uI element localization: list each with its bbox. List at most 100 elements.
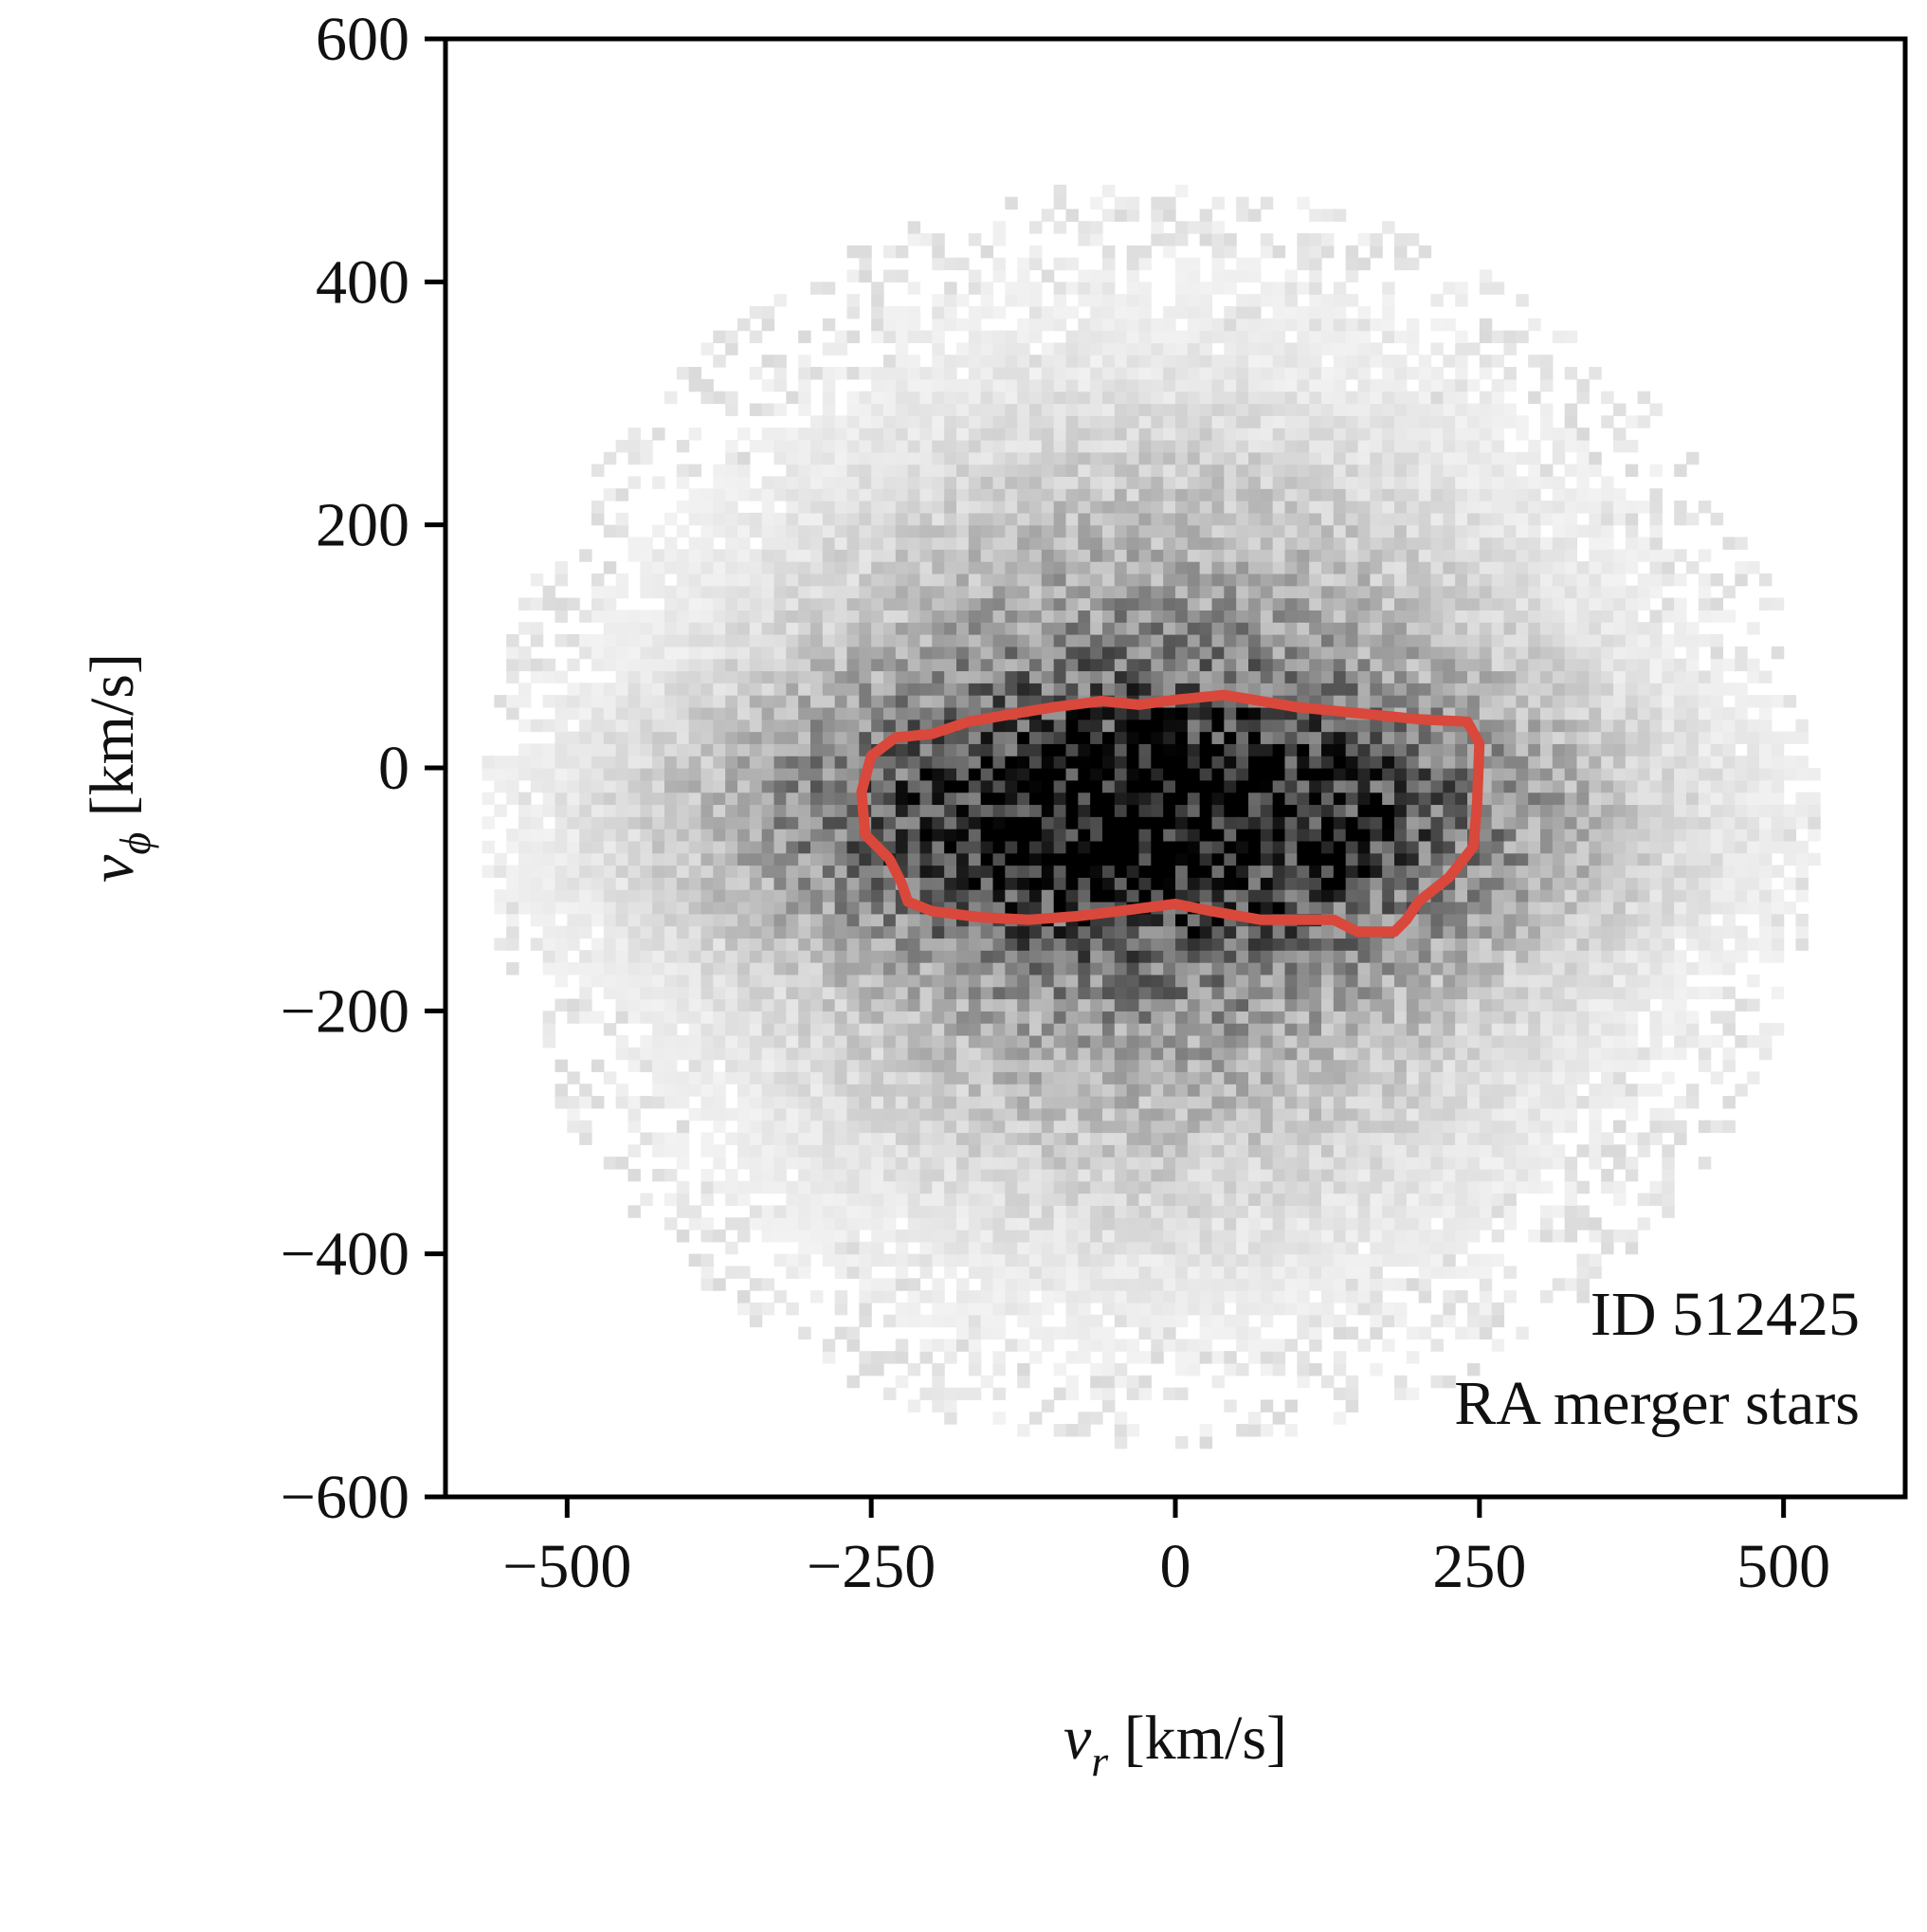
histogram-bin [1090, 342, 1103, 355]
histogram-bin [1041, 1230, 1055, 1243]
histogram-bin [1005, 561, 1018, 574]
histogram-bin [506, 634, 519, 647]
histogram-bin [1297, 305, 1310, 319]
histogram-bin [1297, 1144, 1310, 1157]
histogram-bin [956, 743, 970, 756]
histogram-bin [1297, 986, 1310, 1000]
histogram-bin [1005, 1205, 1018, 1218]
histogram-bin [713, 731, 726, 744]
histogram-bin [1114, 378, 1128, 392]
histogram-bin [542, 670, 556, 683]
histogram-bin [1297, 1278, 1310, 1291]
histogram-bin [591, 646, 605, 660]
histogram-bin [883, 950, 897, 963]
histogram-bin [1005, 391, 1018, 405]
histogram-bin [1151, 597, 1164, 611]
histogram-bin [1151, 1157, 1164, 1170]
histogram-bin [1284, 1266, 1298, 1279]
histogram-bin [542, 719, 556, 733]
histogram-bin [810, 731, 824, 744]
histogram-bin [1187, 221, 1201, 234]
histogram-bin [919, 938, 933, 951]
histogram-bin [1309, 1107, 1322, 1121]
histogram-bin [895, 1059, 909, 1073]
histogram-bin [652, 816, 665, 829]
histogram-bin [1236, 512, 1249, 526]
histogram-bin [530, 877, 544, 890]
histogram-bin [919, 683, 933, 696]
histogram-bin [944, 974, 957, 988]
histogram-bin [871, 634, 884, 647]
histogram-bin [700, 1230, 714, 1243]
histogram-bin [1199, 1290, 1213, 1303]
histogram-bin [1260, 610, 1274, 623]
histogram-bin [1102, 962, 1116, 975]
histogram-bin [530, 852, 544, 866]
histogram-bin [773, 1217, 787, 1230]
histogram-bin [1017, 683, 1030, 696]
histogram-bin [676, 816, 690, 829]
histogram-bin [859, 415, 872, 428]
histogram-bin [1224, 1290, 1237, 1303]
histogram-bin [919, 1071, 933, 1084]
histogram-bin [992, 1253, 1006, 1267]
histogram-bin [725, 901, 738, 915]
histogram-bin [883, 415, 897, 428]
histogram-bin [907, 585, 921, 599]
histogram-bin [907, 610, 921, 623]
histogram-bin [992, 1351, 1006, 1364]
histogram-bin [1114, 1253, 1128, 1267]
histogram-bin [846, 1168, 860, 1182]
histogram-bin [737, 901, 751, 915]
histogram-bin [786, 524, 799, 538]
histogram-bin [1041, 756, 1055, 769]
histogram-bin [1248, 1412, 1262, 1425]
histogram-bin [725, 974, 738, 988]
histogram-bin [919, 865, 933, 878]
histogram-bin [1029, 816, 1043, 829]
histogram-bin [688, 367, 702, 380]
histogram-bin [798, 391, 811, 405]
histogram-bin [846, 305, 860, 319]
histogram-bin [834, 1205, 848, 1218]
histogram-bin [737, 610, 751, 623]
histogram-bin [713, 330, 726, 344]
histogram-bin [1211, 816, 1225, 829]
histogram-bin [1138, 706, 1152, 720]
histogram-bin [846, 549, 860, 562]
histogram-bin [1236, 415, 1249, 428]
histogram-bin [1260, 950, 1274, 963]
histogram-bin [1041, 938, 1055, 951]
histogram-bin [992, 901, 1006, 915]
histogram-bin [798, 865, 811, 878]
histogram-bin [1090, 1375, 1103, 1389]
histogram-bin [968, 877, 982, 890]
histogram-bin [1297, 816, 1310, 829]
histogram-bin [773, 743, 787, 756]
histogram-bin [1138, 1096, 1152, 1109]
histogram-bin [1272, 816, 1286, 829]
histogram-bin [1065, 1180, 1079, 1194]
histogram-bin [1187, 816, 1201, 829]
histogram-bin [980, 646, 994, 660]
histogram-bin [591, 840, 605, 854]
histogram-bin [1199, 792, 1213, 806]
histogram-bin [1126, 792, 1140, 806]
histogram-bin [1005, 451, 1018, 465]
histogram-bin [992, 792, 1006, 806]
histogram-bin [1248, 865, 1262, 878]
histogram-bin [713, 683, 726, 696]
histogram-bin [627, 913, 641, 927]
histogram-bin [1138, 889, 1152, 902]
histogram-bin [700, 1193, 714, 1206]
histogram-bin [664, 634, 678, 647]
histogram-bin [1151, 829, 1164, 842]
histogram-bin [1236, 1302, 1249, 1316]
histogram-bin [1017, 294, 1030, 307]
histogram-bin [1224, 756, 1237, 769]
histogram-bin [652, 585, 665, 599]
histogram-bin [1284, 1132, 1298, 1145]
histogram-bin [834, 743, 848, 756]
histogram-bin [944, 549, 957, 562]
histogram-bin [1053, 196, 1067, 210]
